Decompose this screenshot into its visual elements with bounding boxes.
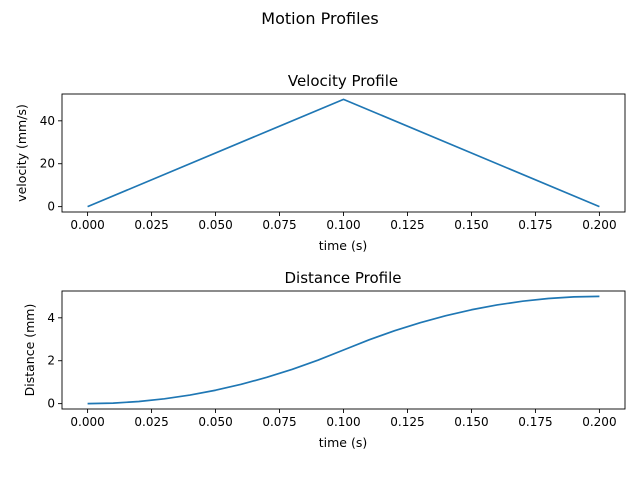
distance-y-axis-label: Distance (mm): [22, 304, 37, 397]
distance-x-tick-label: 0.000: [70, 415, 104, 429]
distance-x-tick-label: 0.150: [454, 415, 488, 429]
distance-x-ticks: 0.000 0.025 0.050 0.075 0.100 0.125 0.150 0.175…: [70, 409, 617, 429]
distance-x-axis-label: time (s): [319, 435, 367, 450]
distance-y-tick-label: 4: [47, 311, 55, 325]
velocity-x-tick-label: 0.000: [70, 218, 104, 232]
velocity-x-tick-label: 0.025: [134, 218, 168, 232]
distance-x-tick-label: 0.075: [262, 415, 296, 429]
velocity-y-tick-label: 40: [40, 114, 55, 128]
velocity-y-tick-label: 0: [47, 200, 55, 214]
distance-x-tick-label: 0.050: [198, 415, 232, 429]
velocity-chart: Velocity Profile 0.000 0.025 0.050 0.075 0.1…: [14, 72, 626, 253]
velocity-x-axis-label: time (s): [319, 238, 367, 253]
velocity-x-ticks: 0.000 0.025 0.050 0.075 0.100 0.125 0.150 0.175…: [70, 212, 617, 232]
velocity-x-tick-label: 0.050: [198, 218, 232, 232]
distance-x-tick-label: 0.175: [518, 415, 552, 429]
distance-x-tick-label: 0.200: [582, 415, 616, 429]
velocity-x-tick-label: 0.125: [390, 218, 424, 232]
velocity-y-ticks: 0 20 40: [40, 114, 62, 214]
distance-x-tick-label: 0.100: [326, 415, 360, 429]
velocity-y-axis-label: velocity (mm/s): [14, 104, 29, 202]
velocity-y-tick-label: 20: [40, 157, 55, 171]
velocity-x-tick-label: 0.075: [262, 218, 296, 232]
velocity-x-tick-label: 0.200: [582, 218, 616, 232]
velocity-line: [87, 98, 600, 208]
distance-x-tick-label: 0.125: [390, 415, 424, 429]
distance-line: [87, 295, 600, 405]
velocity-chart-title: Velocity Profile: [288, 72, 398, 90]
distance-chart: Distance Profile 0.000 0.025 0.050 0.075 0.1…: [22, 269, 626, 450]
distance-y-ticks: 0 2 4: [47, 311, 62, 411]
figure-suptitle: Motion Profiles: [261, 9, 378, 28]
velocity-x-tick-label: 0.150: [454, 218, 488, 232]
velocity-x-tick-label: 0.100: [326, 218, 360, 232]
distance-axes-frame: [61, 290, 626, 410]
distance-chart-title: Distance Profile: [285, 269, 402, 287]
velocity-x-tick-label: 0.175: [518, 218, 552, 232]
distance-y-tick-label: 0: [47, 397, 55, 411]
distance-x-tick-label: 0.025: [134, 415, 168, 429]
distance-y-tick-label: 2: [47, 354, 55, 368]
velocity-axes-frame: [61, 93, 626, 213]
